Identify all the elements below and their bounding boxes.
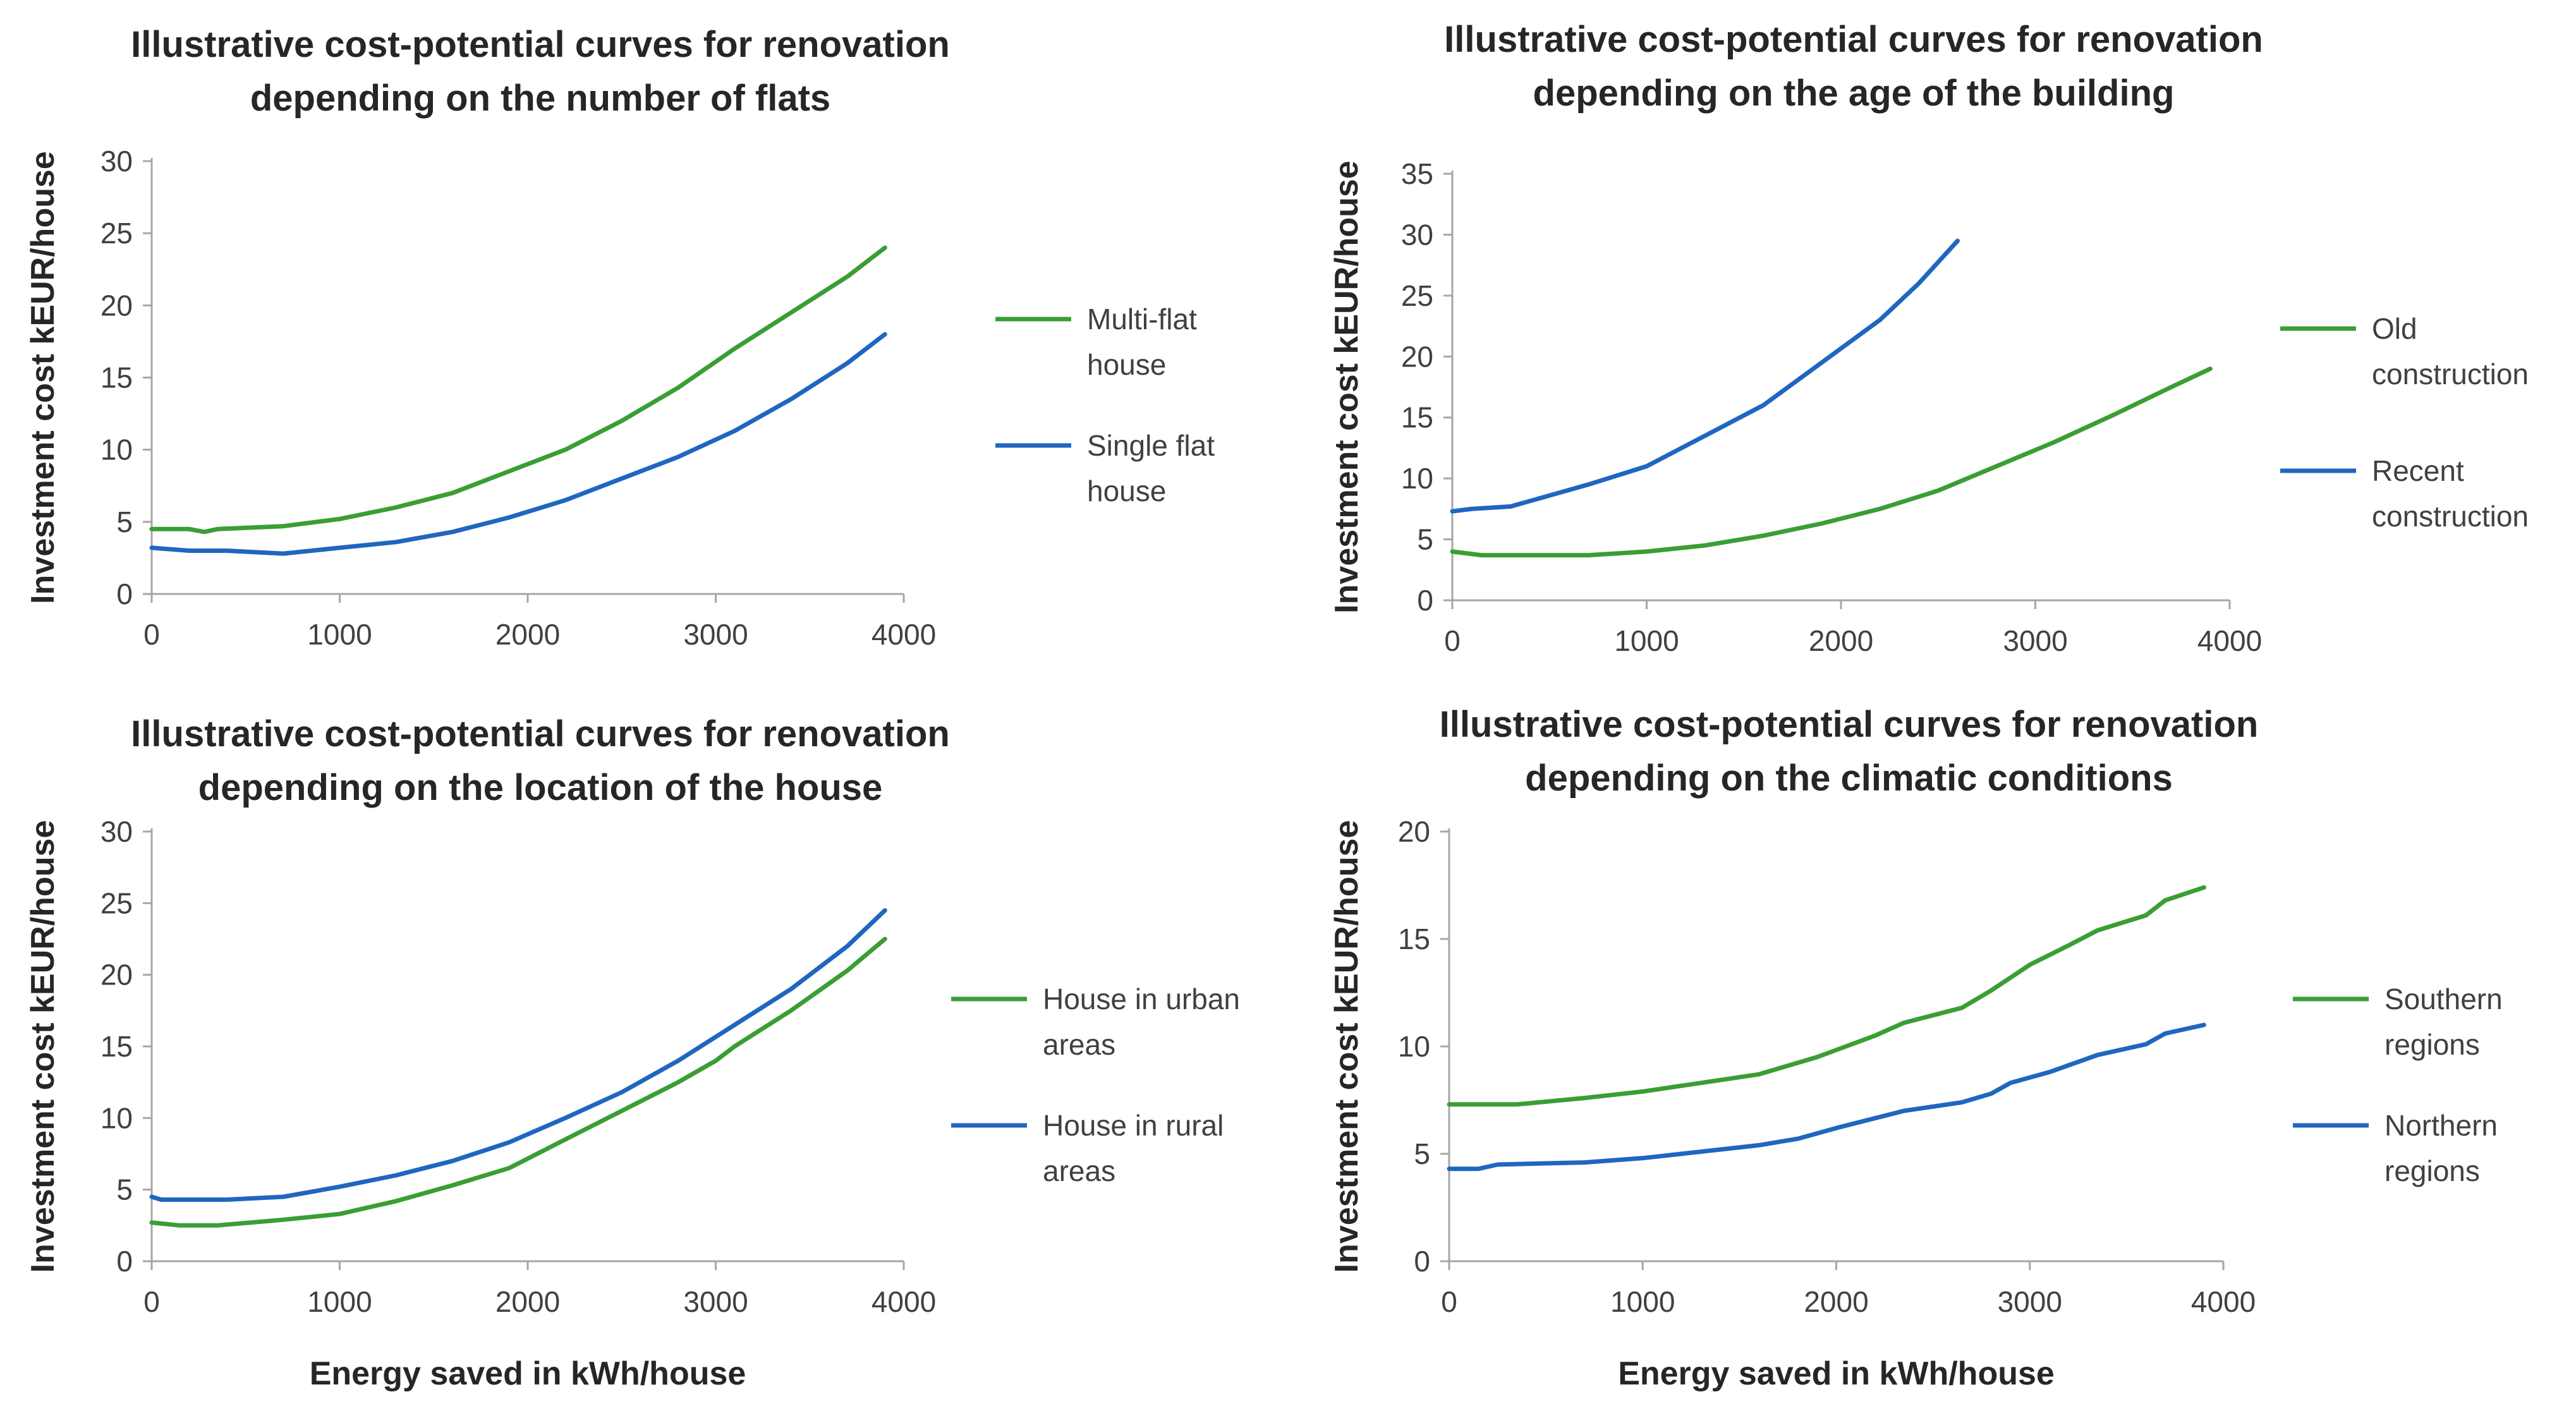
series-line [1450, 238, 1960, 514]
x-tick-label: 0 [143, 618, 160, 651]
legend-label: Recent [2372, 454, 2464, 487]
series-line [1450, 366, 2213, 558]
chart-svg: Illustrative cost-potential curves for r… [1328, 704, 2503, 1392]
x-axis-label: Energy saved in kWh/house [310, 1355, 746, 1392]
y-axis-label: Investment cost kEUR/house [25, 820, 61, 1273]
chart-climatic-conditions: Illustrative cost-potential curves for r… [1288, 704, 2576, 1410]
legend-label: house [1087, 348, 1166, 381]
x-tick-label: 2000 [495, 618, 560, 651]
y-tick-label: 10 [100, 433, 133, 466]
y-tick-label: 20 [1398, 815, 1430, 848]
x-tick-label: 3000 [683, 1285, 748, 1318]
legend-label: Old [2372, 312, 2417, 345]
chart-title-line: Illustrative cost-potential curves for r… [131, 713, 950, 754]
chart-svg: Illustrative cost-potential curves for r… [25, 713, 1240, 1392]
y-axis-label: Investment cost kEUR/house [25, 151, 61, 604]
y-tick-label: 30 [1401, 218, 1433, 251]
y-tick-label: 20 [100, 289, 133, 322]
y-tick-label: 25 [100, 887, 133, 919]
chart-title-line: depending on the number of flats [250, 78, 830, 119]
y-tick-label: 0 [116, 1245, 133, 1278]
x-tick-label: 4000 [872, 618, 936, 651]
y-tick-label: 15 [1401, 401, 1433, 434]
chart-location-of-house: Illustrative cost-potential curves for r… [0, 705, 1288, 1410]
y-tick-label: 5 [116, 506, 133, 538]
chart-title-line: Illustrative cost-potential curves for r… [1444, 19, 2263, 60]
y-tick-label: 35 [1401, 157, 1433, 190]
legend-label: Multi-flat [1087, 303, 1197, 336]
chart-title-line: depending on the age of the building [1533, 73, 2175, 114]
y-tick-label: 10 [1401, 462, 1433, 495]
x-tick-label: 4000 [2191, 1285, 2256, 1318]
x-tick-label: 1000 [307, 1285, 372, 1318]
legend-label: House in rural [1043, 1109, 1224, 1142]
y-axis-label: Investment cost kEUR/house [1328, 820, 1365, 1273]
legend-label: areas [1043, 1154, 1115, 1187]
legend-label: areas [1043, 1028, 1115, 1061]
chart-title-line: depending on the climatic conditions [1525, 758, 2173, 799]
legend-label: regions [2385, 1154, 2480, 1187]
y-tick-label: 30 [100, 145, 133, 178]
series-line [149, 936, 887, 1228]
y-tick-label: 10 [100, 1101, 133, 1134]
series-line [149, 908, 887, 1202]
series-line [1447, 1022, 2206, 1172]
x-tick-label: 1000 [307, 618, 372, 651]
legend-label: regions [2385, 1028, 2480, 1061]
x-tick-label: 3000 [2003, 624, 2067, 657]
y-tick-label: 30 [100, 815, 133, 848]
y-tick-label: 15 [1398, 923, 1430, 955]
legend-label: construction [2372, 358, 2529, 391]
y-tick-label: 15 [100, 361, 133, 394]
x-tick-label: 4000 [2197, 624, 2262, 657]
y-tick-label: 25 [1401, 279, 1433, 312]
y-tick-label: 15 [100, 1030, 133, 1063]
chart-svg: Illustrative cost-potential curves for r… [25, 24, 1215, 651]
x-tick-label: 0 [143, 1285, 160, 1318]
y-tick-label: 5 [1417, 523, 1433, 556]
legend-label: Northern [2385, 1109, 2498, 1142]
legend-label: Southern [2385, 983, 2503, 1015]
x-tick-label: 0 [1444, 624, 1461, 657]
y-tick-label: 0 [1414, 1245, 1430, 1278]
y-tick-label: 25 [100, 217, 133, 250]
x-tick-label: 1000 [1610, 1285, 1675, 1318]
chart-title-line: Illustrative cost-potential curves for r… [131, 24, 950, 65]
series-line [1447, 885, 2206, 1107]
legend-label: Single flat [1087, 429, 1215, 462]
chart-number-of-flats: Illustrative cost-potential curves for r… [0, 0, 1288, 705]
y-tick-label: 0 [1417, 584, 1433, 617]
chart-svg: Illustrative cost-potential curves for r… [1328, 19, 2529, 657]
y-tick-label: 5 [116, 1173, 133, 1206]
legend-label: house [1087, 475, 1166, 507]
chart-title-line: depending on the location of the house [198, 767, 883, 808]
x-tick-label: 2000 [1809, 624, 1873, 657]
x-axis-label: Energy saved in kWh/house [1618, 1355, 2055, 1392]
series-line [149, 332, 887, 556]
x-tick-label: 3000 [1998, 1285, 2062, 1318]
series-line [149, 245, 887, 535]
y-tick-label: 0 [116, 578, 133, 610]
legend-label: construction [2372, 500, 2529, 533]
legend-label: House in urban [1043, 983, 1240, 1015]
x-tick-label: 2000 [1804, 1285, 1868, 1318]
y-tick-label: 20 [1401, 340, 1433, 373]
chart-age-of-building: Illustrative cost-potential curves for r… [1288, 0, 2576, 705]
chart-title-line: Illustrative cost-potential curves for r… [1440, 704, 2259, 745]
x-tick-label: 3000 [683, 618, 748, 651]
x-tick-label: 4000 [872, 1285, 936, 1318]
y-axis-label: Investment cost kEUR/house [1328, 160, 1365, 614]
x-tick-label: 1000 [1614, 624, 1679, 657]
y-tick-label: 10 [1398, 1030, 1430, 1063]
y-tick-label: 20 [100, 959, 133, 991]
x-tick-label: 2000 [495, 1285, 560, 1318]
x-tick-label: 0 [1441, 1285, 1457, 1318]
y-tick-label: 5 [1414, 1137, 1430, 1170]
